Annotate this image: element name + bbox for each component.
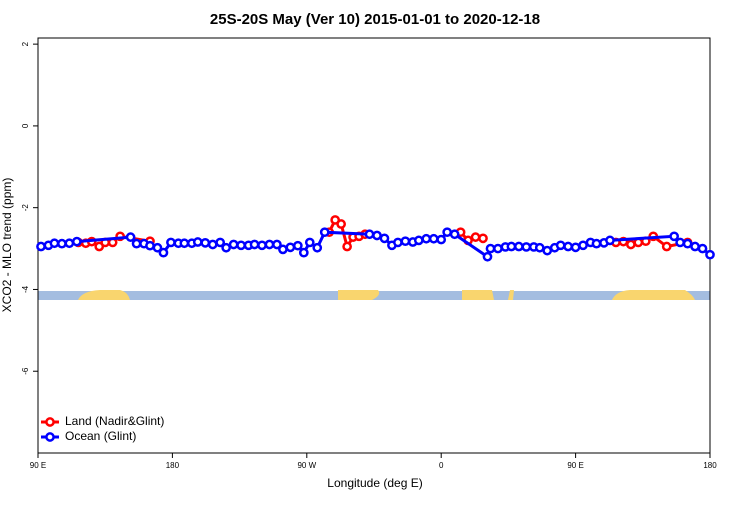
data-point bbox=[379, 233, 390, 244]
data-point bbox=[570, 242, 581, 253]
chart-title: 25S-20S May (Ver 10) 2015-01-01 to 2020-… bbox=[210, 11, 540, 28]
data-point bbox=[179, 238, 190, 249]
data-point bbox=[669, 231, 680, 242]
x-tick-label: 90 E bbox=[567, 461, 583, 470]
data-point bbox=[485, 243, 496, 254]
data-point bbox=[152, 242, 163, 253]
data-point bbox=[64, 238, 75, 249]
legend-marker bbox=[45, 432, 55, 442]
data-point bbox=[675, 237, 685, 248]
data-point bbox=[555, 240, 566, 251]
data-point bbox=[207, 239, 218, 250]
data-point bbox=[482, 251, 493, 262]
x-tick-label: 0 bbox=[439, 461, 444, 470]
x-tick-label: 90 W bbox=[297, 461, 316, 470]
data-point bbox=[166, 237, 176, 248]
data-point bbox=[200, 237, 211, 248]
data-point bbox=[304, 237, 315, 248]
data-point bbox=[542, 245, 553, 256]
x-tick-label: 90 E bbox=[30, 461, 46, 470]
data-point bbox=[372, 230, 382, 241]
legend-marker bbox=[45, 417, 55, 427]
legend-label: Ocean (Glint) bbox=[65, 429, 136, 443]
data-point bbox=[605, 235, 615, 246]
data-point bbox=[626, 239, 636, 250]
data-point bbox=[71, 236, 82, 247]
data-point bbox=[285, 242, 296, 253]
data-point bbox=[413, 235, 424, 246]
data-point bbox=[400, 236, 411, 247]
data-point bbox=[292, 240, 303, 251]
data-point bbox=[436, 234, 447, 245]
data-point bbox=[470, 232, 481, 242]
data-point bbox=[449, 229, 460, 240]
data-point bbox=[57, 238, 67, 249]
data-point bbox=[249, 239, 260, 250]
data-point bbox=[682, 238, 693, 249]
data-point bbox=[145, 240, 155, 251]
data-point bbox=[36, 241, 46, 252]
data-point bbox=[342, 241, 352, 252]
data-point bbox=[221, 242, 232, 253]
x-tick-label: 180 bbox=[166, 461, 180, 470]
data-point bbox=[228, 239, 239, 250]
data-point bbox=[192, 237, 203, 247]
data-point bbox=[393, 237, 403, 248]
y-tick-label: -2 bbox=[21, 204, 30, 212]
data-point bbox=[278, 244, 288, 255]
data-point bbox=[215, 237, 226, 248]
data-point bbox=[272, 239, 282, 250]
data-point bbox=[591, 238, 602, 249]
x-tick-label: 180 bbox=[703, 461, 717, 470]
data-point bbox=[478, 233, 488, 244]
data-point bbox=[421, 233, 432, 244]
x-axis-label: Longitude (deg E) bbox=[327, 476, 422, 490]
data-point bbox=[690, 241, 700, 252]
data-point bbox=[514, 241, 524, 252]
data-point bbox=[257, 240, 267, 251]
data-point bbox=[49, 238, 60, 249]
data-point bbox=[521, 242, 532, 252]
data-point bbox=[578, 240, 588, 251]
data-point bbox=[312, 242, 323, 253]
map-strip bbox=[38, 290, 710, 300]
y-tick-label: 0 bbox=[21, 123, 30, 128]
data-point bbox=[158, 247, 169, 258]
data-point bbox=[298, 247, 309, 258]
y-tick-label: 2 bbox=[21, 41, 30, 46]
data-point bbox=[319, 227, 330, 238]
data-point bbox=[442, 227, 453, 238]
data-point bbox=[264, 239, 275, 250]
data-point bbox=[236, 240, 246, 251]
data-point bbox=[534, 242, 545, 253]
data-point bbox=[125, 232, 136, 242]
data-point bbox=[336, 219, 346, 229]
data-point bbox=[428, 233, 439, 244]
data-point bbox=[493, 243, 503, 254]
y-tick-label: -4 bbox=[21, 285, 30, 293]
legend-label: Land (Nadir&Glint) bbox=[65, 414, 164, 428]
data-point bbox=[563, 241, 573, 252]
y-axis-label: XCO2 - MLO trend (ppm) bbox=[0, 178, 14, 313]
data-point bbox=[661, 241, 672, 252]
y-tick-label: -6 bbox=[21, 367, 30, 375]
data-point bbox=[697, 243, 708, 254]
data-point bbox=[705, 249, 715, 260]
data-point bbox=[506, 241, 517, 252]
data-point bbox=[364, 229, 375, 240]
data-point bbox=[131, 238, 142, 249]
